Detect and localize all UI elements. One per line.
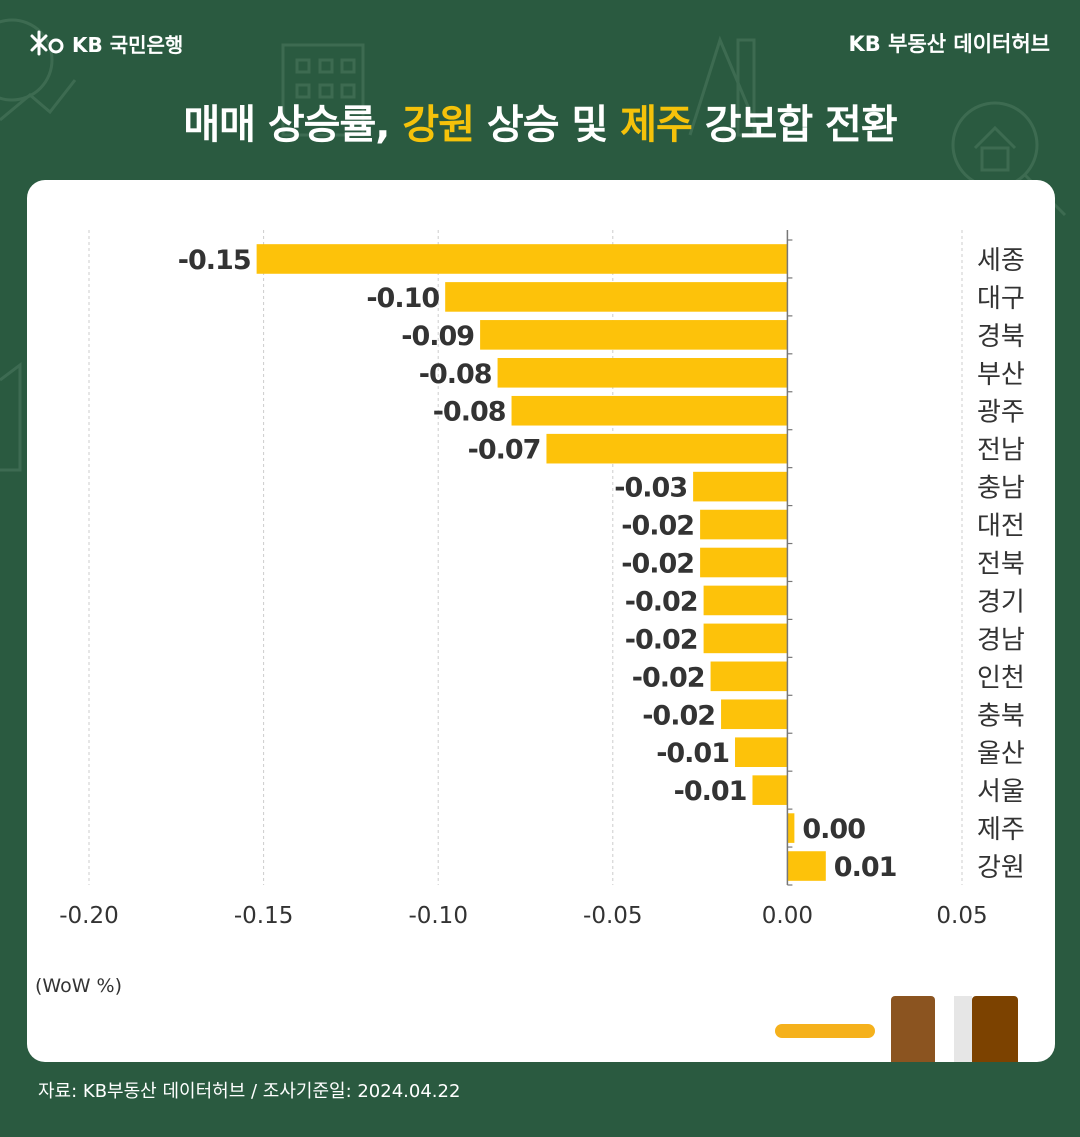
bar-충북 <box>721 699 788 730</box>
x-tick-label: -0.15 <box>234 903 294 929</box>
data-label: -0.03 <box>614 473 687 504</box>
category-label: 서울 <box>977 777 1025 807</box>
title-highlight-gangwon: 강원 <box>402 102 475 148</box>
decoration-book <box>972 996 1018 1062</box>
data-label: -0.02 <box>642 700 715 731</box>
x-tick-label: -0.10 <box>408 903 468 929</box>
bar-강원 <box>787 851 826 881</box>
category-label: 전남 <box>977 436 1025 466</box>
bar-대구 <box>445 282 788 312</box>
bar-대전 <box>700 509 788 540</box>
category-label: 전북 <box>977 550 1025 580</box>
data-label: -0.02 <box>621 549 694 580</box>
category-label: 경기 <box>977 587 1025 617</box>
bar-전북 <box>700 547 788 578</box>
data-label: -0.01 <box>674 776 747 807</box>
bar-인천 <box>710 661 788 692</box>
data-label: -0.08 <box>419 359 492 390</box>
category-label: 대구 <box>977 284 1025 314</box>
kb-star-icon <box>30 30 64 56</box>
chart-card: -0.15 세종 -0.10 대구 -0.09 경북 -0.08 부산 -0.08 광주 -0.07… <box>27 180 1055 1062</box>
kb-logo: KB 국민은행 <box>28 28 183 58</box>
decoration-book <box>891 996 935 1062</box>
data-label: -0.08 <box>433 397 506 428</box>
category-label: 인천 <box>977 663 1025 693</box>
category-label: 대전 <box>977 512 1025 542</box>
data-label: -0.02 <box>625 586 698 617</box>
category-label: 울산 <box>977 739 1025 769</box>
data-label: -0.07 <box>468 435 541 466</box>
brand-title: KB 부동산 데이터허브 <box>848 32 1050 56</box>
bar-chart: -0.15 세종 -0.10 대구 -0.09 경북 -0.08 부산 -0.08 광주 -0.07… <box>59 230 1025 929</box>
decoration-pill <box>775 1024 875 1038</box>
bar-제주 <box>787 813 795 843</box>
bar-경기 <box>703 585 788 616</box>
bar-충남 <box>693 471 788 502</box>
x-tick-label: 0.05 <box>936 903 987 929</box>
bar-경북 <box>480 320 788 350</box>
category-label: 강원 <box>977 853 1025 883</box>
title-part2: 상승 및 <box>474 102 621 148</box>
data-label: 0.01 <box>834 852 897 883</box>
bar-경남 <box>703 623 788 654</box>
decoration-book <box>954 996 972 1062</box>
data-label: -0.09 <box>401 321 474 352</box>
bar-세종 <box>256 244 788 274</box>
category-label: 세종 <box>977 246 1025 276</box>
logo-text: KB 국민은행 <box>72 32 184 57</box>
x-tick-label: -0.20 <box>59 903 119 929</box>
x-tick-label: -0.05 <box>583 903 643 929</box>
data-label: -0.02 <box>621 511 694 542</box>
unit-label: (WoW %) <box>35 975 123 997</box>
bar-서울 <box>752 775 788 805</box>
category-label: 제주 <box>977 815 1025 845</box>
category-label: 부산 <box>977 360 1025 390</box>
bar-광주 <box>511 395 788 426</box>
category-label: 충남 <box>977 474 1025 504</box>
data-label: -0.01 <box>656 738 729 769</box>
data-label: -0.15 <box>178 245 251 276</box>
bar-전남 <box>546 433 788 464</box>
data-label: 0.00 <box>802 814 865 845</box>
title-part3: 강보합 전환 <box>691 102 898 148</box>
category-label: 광주 <box>977 398 1025 428</box>
category-label: 충북 <box>977 701 1025 731</box>
data-label: -0.02 <box>625 624 698 655</box>
data-label: -0.02 <box>632 662 705 693</box>
category-label: 경북 <box>977 322 1025 352</box>
x-tick-label: 0.00 <box>762 903 813 929</box>
bar-부산 <box>497 357 788 388</box>
bar-울산 <box>735 737 788 768</box>
category-label: 경남 <box>977 625 1025 655</box>
title-part1: 매매 상승률, <box>183 102 403 148</box>
data-label: -0.10 <box>366 283 439 314</box>
source-note: 자료: KB부동산 데이터허브 / 조사기준일: 2024.04.22 <box>38 1081 461 1102</box>
page-title: 매매 상승률, 강원 상승 및 제주 강보합 전환 <box>0 92 1080 150</box>
title-highlight-jeju: 제주 <box>620 102 693 148</box>
